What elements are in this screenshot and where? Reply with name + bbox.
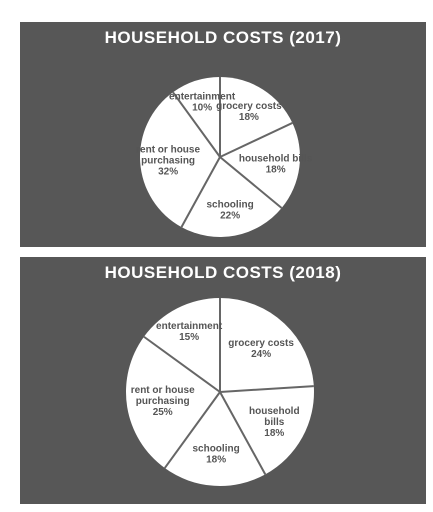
pie-label-rent-or-house-purchasing: rent or house purchasing 32% — [136, 144, 200, 177]
pie-divider — [143, 335, 221, 393]
pie-value-label: 18% — [266, 165, 286, 176]
pie-value-label: 10% — [192, 102, 212, 113]
pie-value-label: 22% — [220, 211, 240, 222]
pie-divider — [219, 391, 267, 475]
chart-panel-2017: HOUSEHOLD COSTS (2017) grocery costs 18% h… — [20, 22, 426, 247]
pie-slice-grocery-costs — [220, 77, 293, 157]
chart-title-2017: HOUSEHOLD COSTS (2017) — [104, 28, 342, 47]
pie-slice-entertainment — [143, 298, 220, 392]
pie-slice-rent-or-house-purchasing — [125, 336, 220, 469]
pie-chart-2018: grocery costs 24% household bills 18% schooli… — [125, 298, 314, 486]
pie-slice-entertainment — [172, 77, 220, 157]
pie-label-schooling: schooling 22% — [206, 200, 253, 222]
pie-value-label: 25% — [153, 407, 173, 418]
pie-label-grocery-costs: grocery costs 24% — [228, 338, 294, 360]
pie-label-household-bills: household bills 18% — [249, 406, 300, 439]
pie-divider — [219, 385, 314, 393]
pie-divider — [219, 122, 293, 158]
pie-divider — [219, 156, 283, 209]
pie-slice-schooling — [181, 157, 282, 237]
pie-value-label: 18% — [239, 112, 259, 123]
pie-label-entertainment: entertainment 10% — [169, 91, 236, 113]
pie-label-grocery-costs: grocery costs 18% — [216, 101, 282, 123]
pie-slice-household-bills — [220, 122, 301, 208]
chart-title-2018: HOUSEHOLD COSTS (2018) — [104, 263, 342, 282]
pie-divider — [180, 156, 221, 228]
pie-value-label: 24% — [251, 349, 271, 360]
pie-divider — [163, 391, 221, 469]
pie-slice-household-bills — [220, 386, 314, 475]
pie-value-label: 18% — [264, 428, 284, 439]
pie-slice-rent-or-house-purchasing — [140, 92, 220, 228]
pie-divider — [172, 91, 221, 158]
pie-label-entertainment: entertainment 15% — [156, 321, 223, 343]
pie-label-schooling: schooling 18% — [192, 443, 239, 465]
chart-panel-2018: HOUSEHOLD COSTS (2018) grocery costs 24% h… — [20, 257, 426, 504]
pie-value-label: 32% — [158, 166, 178, 177]
pie-label-rent-or-house-purchasing: rent or house purchasing 25% — [131, 385, 195, 418]
pie-slice-schooling — [164, 392, 266, 486]
pie-value-label: 18% — [206, 454, 226, 465]
pie-value-label: 15% — [179, 332, 199, 343]
pie-label-household-bills: household bills 18% — [239, 154, 313, 176]
pie-chart-2017: grocery costs 18% household bills 18% school… — [136, 77, 313, 237]
pie-slice-grocery-costs — [220, 298, 314, 392]
